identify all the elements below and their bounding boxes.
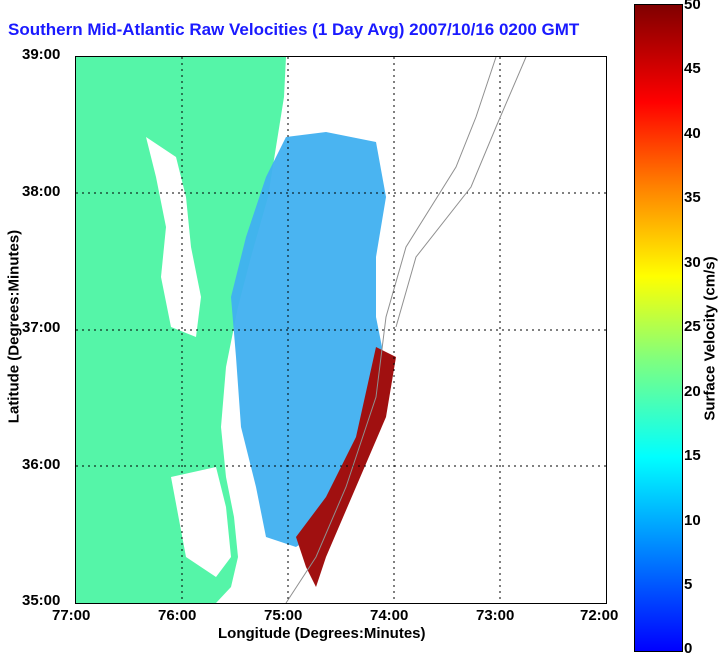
colorbar <box>634 4 683 652</box>
x-tick: 73:00 <box>476 607 515 624</box>
colorbar-tick: 10 <box>684 512 701 529</box>
colorbar-tick: 30 <box>684 254 701 271</box>
velocity-field <box>231 132 386 547</box>
y-tick: 36:00 <box>22 456 61 473</box>
map-plot-area <box>75 56 607 604</box>
colorbar-tick: 35 <box>684 189 701 206</box>
map-svg <box>76 57 606 603</box>
x-axis-label: Longitude (Degrees:Minutes) <box>218 625 426 642</box>
x-tick: 75:00 <box>264 607 303 624</box>
map-title: Southern Mid-Atlantic Raw Velocities (1 … <box>8 20 580 39</box>
velocity-high <box>296 347 396 587</box>
bathymetry-contour-2 <box>395 57 527 328</box>
colorbar-tick: 50 <box>684 0 701 13</box>
y-tick: 38:00 <box>22 183 61 200</box>
colorbar-tick: 0 <box>684 640 693 657</box>
colorbar-tick: 25 <box>684 318 701 335</box>
y-axis-label: Latitude (Degrees:Minutes) <box>5 229 23 424</box>
x-tick: 72:00 <box>580 607 619 624</box>
x-tick: 76:00 <box>158 607 197 624</box>
chesapeake-bay <box>146 137 201 337</box>
y-tick: 39:00 <box>22 46 61 63</box>
colorbar-tick: 15 <box>684 447 701 464</box>
pamlico-sound <box>171 467 231 577</box>
x-tick: 77:00 <box>52 607 91 624</box>
x-tick: 74:00 <box>370 607 409 624</box>
colorbar-tick: 45 <box>684 60 701 77</box>
y-tick: 35:00 <box>22 592 61 609</box>
colorbar-tick: 40 <box>684 125 701 142</box>
y-tick: 37:00 <box>22 319 61 336</box>
colorbar-tick: 5 <box>684 576 693 593</box>
graticule <box>76 57 606 603</box>
colorbar-label: Surface Velocity (cm/s) <box>701 256 719 421</box>
bathymetry-contour <box>285 57 497 603</box>
colorbar-tick: 20 <box>684 383 701 400</box>
